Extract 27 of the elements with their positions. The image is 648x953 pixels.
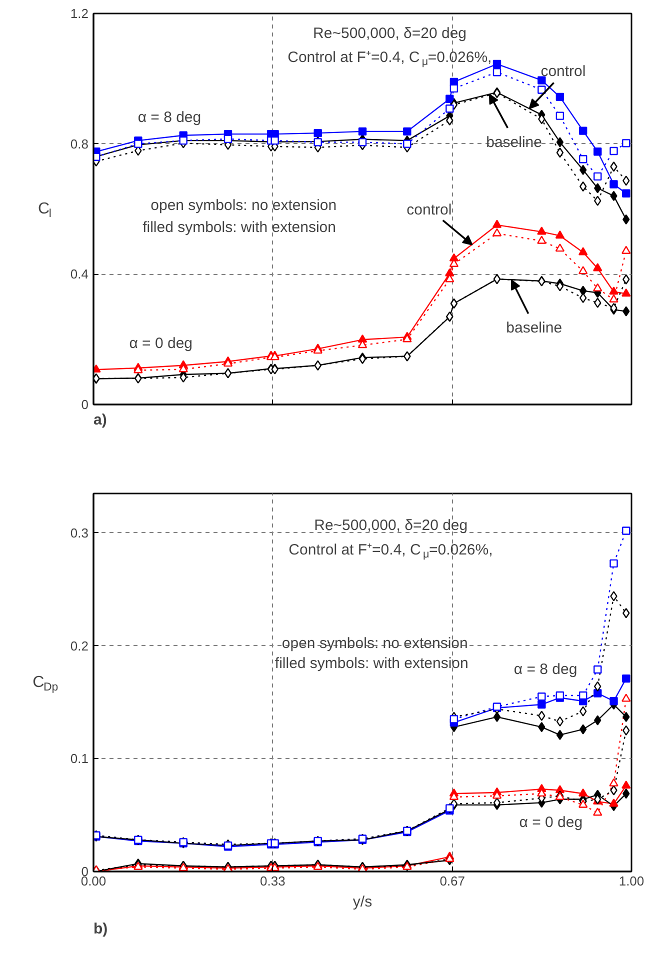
annotation: baseline bbox=[506, 320, 562, 337]
annotation: open symbols: no extension bbox=[150, 196, 337, 214]
annotation: Re~500,000, δ=20 deg bbox=[313, 24, 467, 42]
y-tick-label: 0 bbox=[81, 397, 89, 412]
annotation: α = 0 deg bbox=[519, 814, 583, 831]
annotation: α = 0 deg bbox=[129, 335, 193, 352]
y-tick-label: 0.3 bbox=[70, 525, 89, 540]
annotation: filled symbols: with extension bbox=[142, 218, 336, 236]
y-tick-label: 1.2 bbox=[70, 6, 89, 21]
y-tick-label: 0.8 bbox=[70, 136, 89, 152]
annotation: α = 8 deg bbox=[514, 661, 578, 678]
x-tick-label: 1.00 bbox=[618, 874, 644, 888]
y-tick-label: 0.4 bbox=[70, 266, 89, 282]
annotation: Re~500,000, δ=20 deg bbox=[314, 517, 468, 534]
text: a) bbox=[94, 412, 107, 428]
x-axis-title: y/s bbox=[352, 894, 372, 910]
annotation: open symbols: no extension bbox=[282, 635, 468, 652]
y-tick-label: 0.2 bbox=[70, 638, 89, 654]
x-tick-label: 0.33 bbox=[260, 874, 286, 888]
y-tick-label: 0.1 bbox=[70, 751, 89, 766]
annotation: baseline bbox=[486, 134, 542, 151]
annotation: control bbox=[406, 201, 452, 218]
text: b) bbox=[94, 920, 108, 938]
annotation: control bbox=[540, 63, 586, 80]
annotation: α = 8 deg bbox=[138, 109, 202, 126]
x-tick-label: 0.67 bbox=[440, 874, 466, 888]
annotation: filled symbols: with extension bbox=[274, 655, 468, 672]
